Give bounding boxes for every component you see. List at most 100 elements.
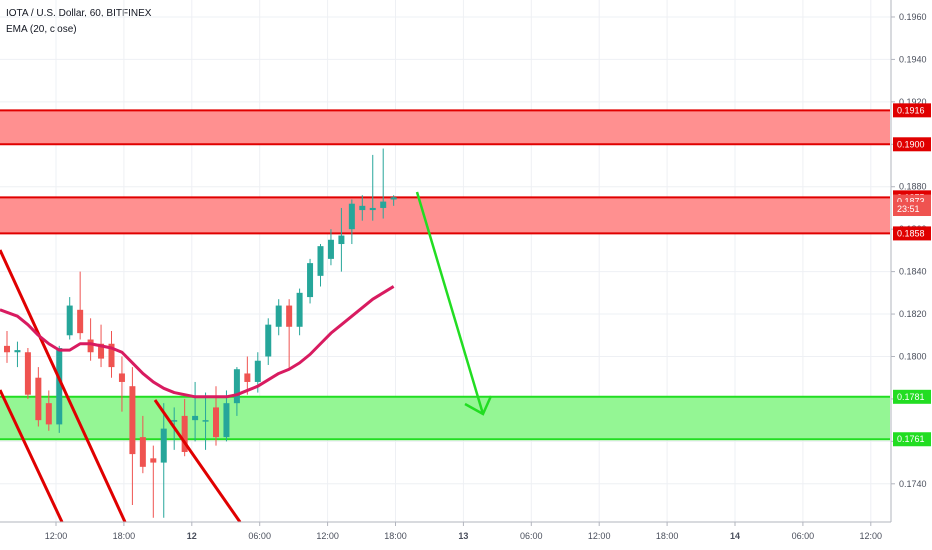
candle-body <box>56 348 63 425</box>
price-label-box <box>893 137 931 152</box>
candle-body <box>369 207 376 211</box>
candle <box>327 229 334 266</box>
candle-body <box>14 350 21 353</box>
arrow-head <box>464 395 493 416</box>
indicator-title: EMA (20, close) <box>6 24 77 35</box>
candle-body <box>192 415 199 421</box>
candle-body <box>129 386 136 455</box>
candle <box>129 367 136 506</box>
price-tick-label: 0.1880 <box>899 182 927 192</box>
candle-body <box>66 305 73 336</box>
candle <box>77 271 84 340</box>
candle <box>4 331 10 363</box>
chart-legend: IOTA / U.S. Dollar, 60, BITFINEX EMA (20… <box>6 6 151 38</box>
candle <box>14 341 21 368</box>
candle-body <box>118 373 125 382</box>
candle <box>286 299 293 370</box>
arrow-shaft <box>415 191 485 415</box>
candle <box>56 345 63 433</box>
price-label-box <box>893 103 931 118</box>
zones <box>0 109 890 441</box>
ema-line <box>0 285 395 399</box>
candles <box>4 148 397 518</box>
time-tick-label: 18:00 <box>384 531 407 541</box>
candle-body <box>223 403 230 438</box>
price-label: 0.1781 <box>897 392 925 402</box>
time-tick-label: 06:00 <box>520 531 543 541</box>
candle-body <box>244 373 251 382</box>
candle <box>317 244 324 287</box>
time-tick-label: 13 <box>458 531 468 541</box>
candle <box>338 207 345 272</box>
price-label-box <box>893 389 931 404</box>
candle-body <box>307 263 314 298</box>
price-tick-label: 0.1960 <box>899 12 927 22</box>
price-label: 0.1900 <box>897 139 925 149</box>
candle-body <box>108 343 115 368</box>
candle-body <box>348 203 355 230</box>
candle-body <box>380 201 387 208</box>
candle <box>380 148 387 219</box>
candle <box>192 381 199 442</box>
candle <box>223 390 230 442</box>
candle-body <box>4 345 10 353</box>
time-tick-label: 06:00 <box>792 531 815 541</box>
channel-line-lower <box>0 389 64 523</box>
symbol-title: IOTA / U.S. Dollar, 60, BITFINEX <box>6 8 152 19</box>
candle <box>296 288 303 336</box>
time-tick-label: 06:00 <box>248 531 271 541</box>
candle-body <box>390 197 397 200</box>
candle <box>307 258 314 304</box>
candle <box>181 398 188 457</box>
candle-body <box>286 305 293 327</box>
candle-body <box>359 205 366 211</box>
price-label: 23:51 <box>897 204 920 214</box>
candle-body <box>139 437 146 467</box>
candle-body <box>202 420 209 422</box>
candle <box>369 154 376 221</box>
time-tick-label: 12:00 <box>588 531 611 541</box>
price-labels: 0.19160.19000.18750.187323:510.18580.178… <box>893 103 931 447</box>
candle-body <box>171 420 178 422</box>
candle <box>87 318 94 361</box>
channel-line-right <box>153 399 242 523</box>
price-label: 0.1916 <box>897 105 925 115</box>
price-label: 0.1761 <box>897 434 925 444</box>
candle-body <box>233 369 240 404</box>
price-label-box <box>893 226 931 241</box>
time-tick-label: 18:00 <box>656 531 679 541</box>
price-tick-label: 0.1840 <box>899 267 927 277</box>
price-label: 0.1858 <box>897 228 925 238</box>
price-tick-label: 0.1800 <box>899 351 927 361</box>
price-tick-label: 0.1940 <box>899 54 927 64</box>
candle <box>66 297 73 340</box>
time-axis-bg <box>0 522 932 550</box>
red-zone <box>0 197 890 234</box>
price-axis: 0.19600.19400.19200.19000.18800.18600.18… <box>890 0 932 550</box>
candle <box>390 195 397 206</box>
candle-body <box>35 377 42 421</box>
candle-body <box>327 239 334 259</box>
price-tick-label: 0.1820 <box>899 309 927 319</box>
candle <box>202 392 209 450</box>
candle <box>35 367 42 427</box>
time-axis: 12:00 18:00 12 06:00 12:00 18:00 13 06:00 12:00 1… <box>0 521 932 550</box>
candle-body <box>254 360 261 382</box>
candle-body <box>77 309 84 334</box>
candle-body <box>160 428 167 463</box>
candle <box>275 299 282 336</box>
candle <box>265 318 272 365</box>
time-tick-label: 14 <box>730 531 740 541</box>
time-tick-label: 18:00 <box>113 531 136 541</box>
candle <box>160 403 167 518</box>
candle <box>150 445 157 518</box>
candle-body <box>338 235 345 245</box>
time-tick-label: 12:00 <box>860 531 883 541</box>
candle-body <box>98 343 105 359</box>
candle-body <box>181 415 188 452</box>
price-tick-label: 0.1920 <box>899 97 927 107</box>
candle <box>359 195 366 221</box>
candle-body <box>265 324 272 357</box>
price-label: 0.1873 <box>897 197 925 207</box>
